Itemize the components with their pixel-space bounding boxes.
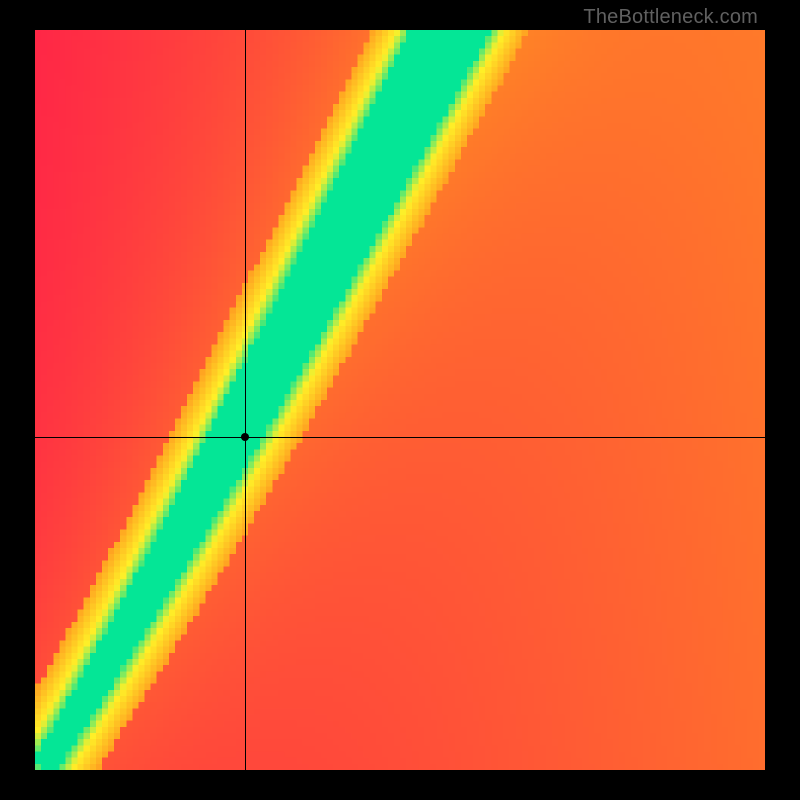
- plot-area: [35, 30, 765, 770]
- crosshair-marker: [241, 433, 249, 441]
- crosshair-horizontal: [35, 437, 765, 438]
- crosshair-vertical: [245, 30, 246, 770]
- watermark-text: TheBottleneck.com: [583, 6, 758, 29]
- heatmap-canvas: [35, 30, 765, 770]
